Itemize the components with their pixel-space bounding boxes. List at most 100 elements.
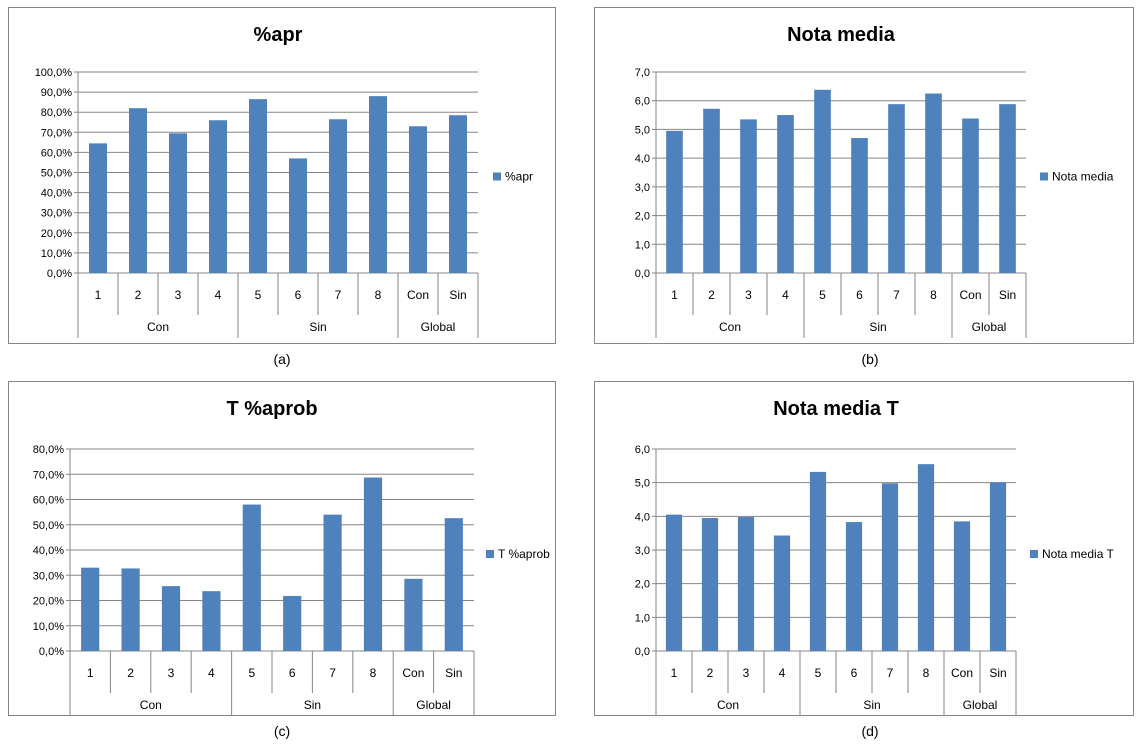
category-label: 4 (208, 666, 215, 680)
chart-panel-b: Nota media 0,0 1,0 2,0 3,0 4,0 5,0 6,0 7,0 1 2 3 4 5 6… (594, 7, 1134, 344)
bar (289, 158, 307, 273)
y-tick-label: 0,0 (635, 646, 650, 658)
bar (737, 517, 755, 651)
bar (169, 133, 187, 273)
bar (701, 518, 719, 651)
bar (249, 99, 267, 273)
bar (845, 522, 863, 651)
y-tick-label: 10,0% (33, 621, 64, 633)
chart-t-aprob: T %aprob 0,0% 10,0% 20,0% 30,0% 40,0% 50,0% 60,… (8, 381, 556, 716)
category-label: 8 (930, 288, 937, 302)
caption-d: (d) (861, 723, 879, 739)
group-label: Con (147, 320, 169, 334)
category-label: 8 (923, 666, 930, 680)
chart-panel-a: %apr 0,0% 10,0% 20,0% 30,0% 40,0% 50,0% 60,0% 70… (8, 7, 556, 344)
y-tick-label: 30,0% (33, 570, 64, 582)
caption-a: (a) (273, 351, 291, 367)
bar (369, 96, 387, 274)
group-label: Con (140, 698, 162, 712)
bar (881, 483, 899, 651)
group-label: Global (972, 320, 1007, 334)
y-tick-label: 0,0% (47, 268, 72, 280)
legend-label: Nota media (1052, 170, 1114, 184)
category-label: 8 (370, 666, 377, 680)
bar (962, 118, 979, 273)
category-label: 5 (255, 288, 262, 302)
category-label: 2 (127, 666, 134, 680)
chart-title: T %aprob (226, 398, 317, 420)
legend-label: T %aprob (498, 547, 550, 561)
category-label: 3 (743, 666, 750, 680)
bar (363, 477, 383, 651)
group-label: Global (416, 698, 451, 712)
group-label: Sin (869, 320, 886, 334)
category-label: Con (959, 288, 981, 302)
y-tick-label: 1,0 (635, 239, 650, 251)
category-label: Sin (449, 288, 466, 302)
bar (925, 93, 942, 274)
y-tick-label: 2,0 (635, 579, 650, 591)
category-label: 4 (215, 288, 222, 302)
category-label: 5 (248, 666, 255, 680)
group-label: Global (963, 698, 998, 712)
category-label: 6 (289, 666, 296, 680)
category-label: Sin (999, 288, 1016, 302)
bar (814, 89, 831, 273)
chart-panel-d: Nota media T 0,0 1,0 2,0 3,0 4,0 5,0 6,0 1 2 3 4 5 6 7… (594, 381, 1134, 716)
bar (329, 119, 347, 273)
group-label: Con (719, 320, 741, 334)
y-tick-label: 0,0% (39, 646, 64, 658)
y-tick-label: 60,0% (41, 147, 72, 159)
bar (809, 471, 827, 651)
y-tick-label: 6,0 (635, 96, 650, 108)
bar (129, 108, 147, 274)
y-tick-label: 90,0% (41, 87, 72, 99)
chart-title: Nota media T (773, 398, 899, 420)
chart-nota-media: Nota media 0,0 1,0 2,0 3,0 4,0 5,0 6,0 7,0 1 2 3 4 5 6… (594, 7, 1134, 344)
y-tick-label: 5,0 (635, 478, 650, 490)
bar (888, 104, 905, 273)
category-label: Sin (989, 666, 1006, 680)
bar (989, 482, 1007, 651)
chart-nota-media-t: Nota media T 0,0 1,0 2,0 3,0 4,0 5,0 6,0 1 2 3 4 5 6 7… (594, 381, 1134, 716)
bar (202, 591, 221, 651)
y-tick-label: 50,0% (33, 520, 64, 532)
category-label: 5 (815, 666, 822, 680)
category-label: 7 (335, 288, 342, 302)
category-label: Con (402, 666, 424, 680)
category-label: 2 (708, 288, 715, 302)
y-tick-label: 20,0% (33, 596, 64, 608)
category-label: 1 (87, 666, 94, 680)
y-tick-label: 70,0% (41, 127, 72, 139)
category-label: 5 (819, 288, 826, 302)
group-label: Sin (309, 320, 326, 334)
category-label: Con (407, 288, 429, 302)
category-label: 2 (135, 288, 142, 302)
y-tick-label: 40,0% (33, 545, 64, 557)
bar (999, 104, 1016, 273)
bar (665, 514, 683, 651)
bar (444, 518, 463, 651)
category-label: 6 (851, 666, 858, 680)
bar (773, 535, 791, 651)
y-tick-label: 3,0 (635, 182, 650, 194)
category-label: 1 (95, 288, 102, 302)
bar (121, 568, 140, 651)
y-tick-label: 40,0% (41, 188, 72, 200)
legend-swatch (493, 172, 501, 181)
category-label: 1 (671, 666, 678, 680)
y-tick-label: 10,0% (41, 248, 72, 260)
y-tick-label: 2,0 (635, 211, 650, 223)
category-label: 7 (887, 666, 894, 680)
category-label: 1 (671, 288, 678, 302)
y-tick-label: 30,0% (41, 208, 72, 220)
y-tick-label: 4,0 (635, 511, 650, 523)
category-label: 2 (707, 666, 714, 680)
chart-panel-c: T %aprob 0,0% 10,0% 20,0% 30,0% 40,0% 50,0% 60,… (8, 381, 556, 716)
y-tick-label: 70,0% (33, 469, 64, 481)
group-label: Global (421, 320, 456, 334)
bar (89, 143, 107, 273)
category-label: 4 (779, 666, 786, 680)
chart-title: Nota media (787, 24, 896, 46)
y-tick-label: 50,0% (41, 168, 72, 180)
